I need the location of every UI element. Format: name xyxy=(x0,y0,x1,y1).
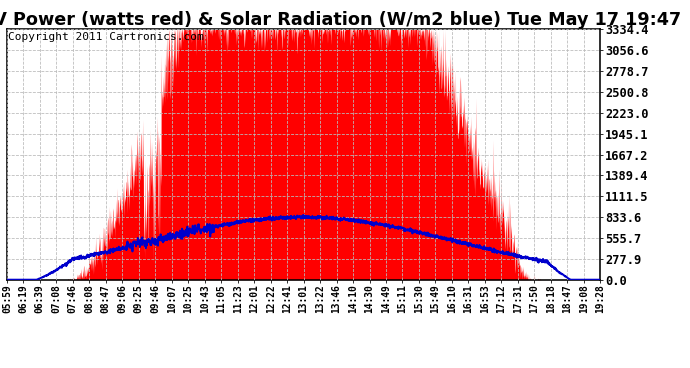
Title: Total PV Power (watts red) & Solar Radiation (W/m2 blue) Tue May 17 19:47: Total PV Power (watts red) & Solar Radia… xyxy=(0,11,681,29)
Text: Copyright 2011 Cartronics.com: Copyright 2011 Cartronics.com xyxy=(8,32,204,42)
